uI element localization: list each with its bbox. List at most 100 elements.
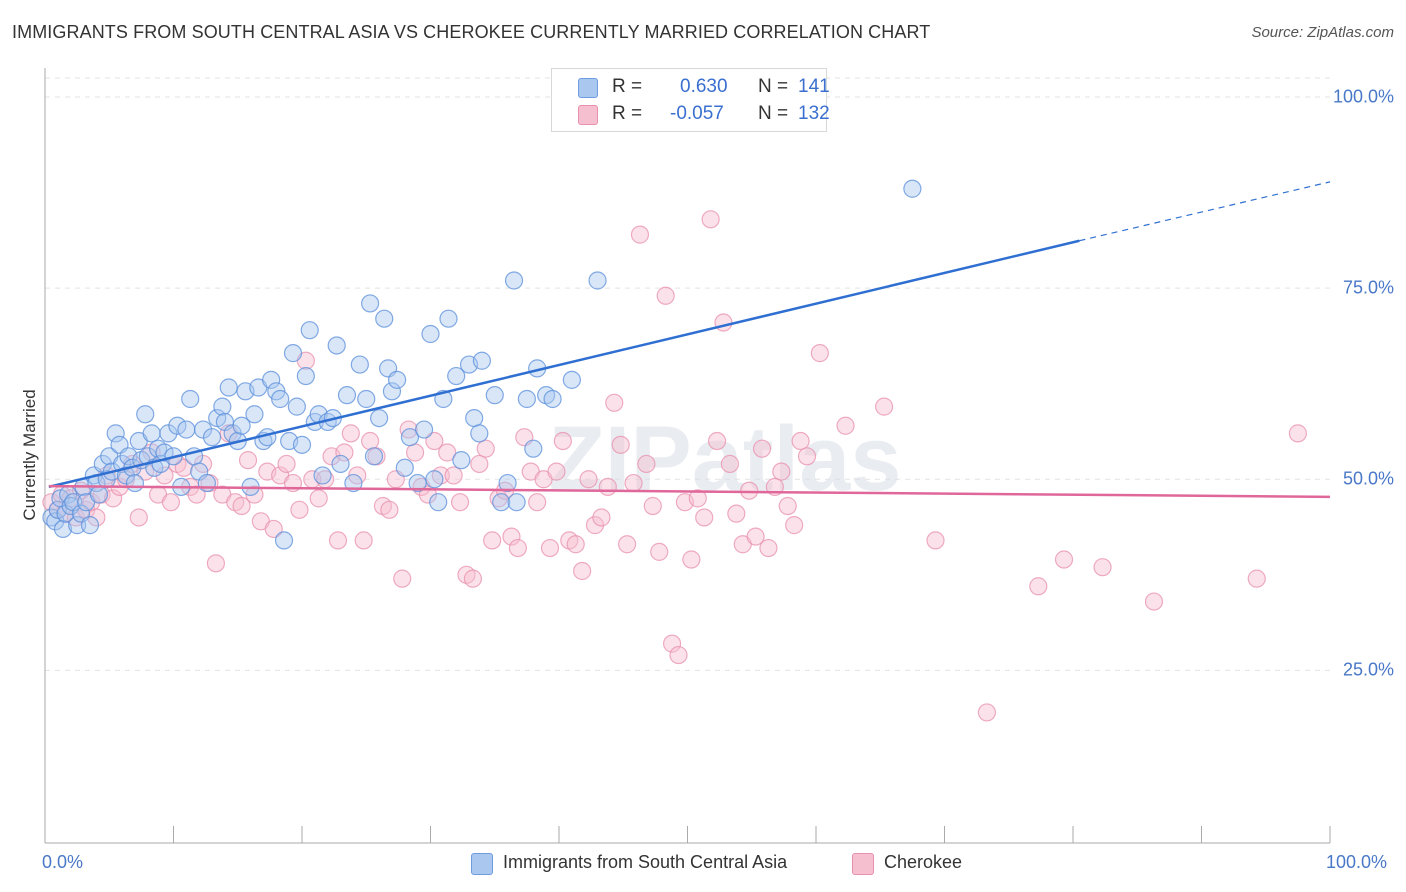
point-south-central-asia bbox=[292, 435, 312, 454]
point-south-central-asia bbox=[485, 386, 504, 405]
point-cherokee bbox=[450, 493, 470, 512]
point-cherokee bbox=[328, 531, 348, 550]
point-cherokee bbox=[341, 424, 360, 443]
point-cherokee bbox=[643, 496, 662, 516]
point-cherokee bbox=[772, 462, 791, 481]
point-south-central-asia bbox=[425, 470, 444, 489]
point-cherokee bbox=[528, 493, 547, 512]
point-south-central-asia bbox=[414, 420, 434, 439]
point-cherokee bbox=[566, 535, 585, 554]
point-south-central-asia bbox=[232, 416, 251, 435]
point-south-central-asia bbox=[53, 519, 73, 539]
point-south-central-asia bbox=[492, 493, 511, 512]
stats-r-label: R = bbox=[612, 103, 643, 124]
stats-n-label: N = bbox=[758, 103, 789, 124]
point-south-central-asia bbox=[296, 366, 315, 386]
axes bbox=[44, 68, 1331, 844]
point-south-central-asia bbox=[375, 309, 394, 328]
legend-swatch-blue bbox=[471, 853, 493, 875]
point-south-central-asia bbox=[447, 366, 466, 386]
x-tick-100: 100.0% bbox=[1326, 852, 1388, 872]
point-cherokee bbox=[605, 393, 624, 412]
trend-lines bbox=[48, 181, 1331, 499]
point-cherokee bbox=[630, 225, 650, 244]
point-south-central-asia bbox=[202, 428, 222, 447]
point-south-central-asia bbox=[370, 408, 389, 428]
point-cherokee bbox=[104, 489, 123, 508]
series-cherokee bbox=[42, 210, 1307, 722]
stats-n-value: 132 bbox=[798, 103, 830, 124]
point-cherokee bbox=[752, 439, 772, 458]
point-cherokee bbox=[399, 420, 418, 439]
point-cherokee bbox=[573, 561, 592, 581]
stats-box: R = 0.630 N = 141 R = -0.057 N = 132 bbox=[551, 68, 830, 132]
point-south-central-asia bbox=[331, 454, 350, 474]
point-cherokee bbox=[129, 508, 148, 527]
point-cherokee bbox=[361, 431, 380, 451]
y-tick-25: 25.0% bbox=[1342, 659, 1394, 680]
point-south-central-asia bbox=[283, 344, 303, 363]
point-cherokee bbox=[309, 489, 328, 508]
point-south-central-asia bbox=[168, 416, 187, 435]
point-cherokee bbox=[540, 538, 560, 558]
point-south-central-asia bbox=[387, 370, 407, 389]
y-tick-100: 100.0% bbox=[1332, 86, 1394, 107]
legend-label: Cherokee bbox=[884, 852, 963, 872]
point-south-central-asia bbox=[361, 294, 380, 313]
point-south-central-asia bbox=[287, 397, 306, 416]
point-cherokee bbox=[836, 416, 855, 435]
point-cherokee bbox=[759, 538, 778, 558]
point-cherokee bbox=[688, 489, 707, 508]
point-cherokee bbox=[669, 645, 688, 665]
stats-n-label: N = bbox=[758, 76, 789, 97]
point-cherokee bbox=[797, 447, 817, 466]
point-south-central-asia bbox=[395, 458, 414, 477]
point-south-central-asia bbox=[517, 389, 536, 409]
point-cherokee bbox=[405, 443, 425, 462]
point-cherokee bbox=[637, 454, 656, 474]
point-south-central-asia bbox=[181, 389, 200, 409]
point-cherokee bbox=[547, 462, 566, 481]
point-cherokee bbox=[579, 470, 598, 489]
point-cherokee bbox=[778, 496, 797, 516]
point-cherokee bbox=[598, 477, 617, 496]
point-cherokee bbox=[611, 435, 630, 454]
point-cherokee bbox=[444, 466, 463, 485]
stats-r-label: R = bbox=[612, 76, 643, 97]
point-south-central-asia bbox=[46, 512, 65, 531]
point-south-central-asia bbox=[337, 386, 357, 405]
point-cherokee bbox=[682, 550, 701, 569]
point-south-central-asia bbox=[350, 355, 369, 374]
point-south-central-asia bbox=[498, 473, 517, 493]
trend-line-cherokee bbox=[48, 484, 1331, 499]
point-cherokee bbox=[618, 535, 637, 554]
point-south-central-asia bbox=[213, 397, 232, 416]
point-south-central-asia bbox=[89, 485, 109, 504]
point-south-central-asia bbox=[125, 473, 145, 493]
point-cherokee bbox=[926, 531, 945, 550]
point-cherokee bbox=[1093, 558, 1112, 577]
y-tick-50: 50.0% bbox=[1342, 468, 1394, 489]
point-cherokee bbox=[1247, 569, 1266, 588]
point-cherokee bbox=[290, 500, 309, 519]
point-cherokee bbox=[592, 508, 611, 527]
chart-source: Source: ZipAtlas.com bbox=[1251, 24, 1394, 41]
point-south-central-asia bbox=[300, 321, 319, 340]
point-south-central-asia bbox=[274, 531, 294, 550]
point-cherokee bbox=[810, 344, 829, 363]
grid-lines bbox=[45, 77, 1330, 671]
point-cherokee bbox=[161, 493, 181, 512]
point-cherokee bbox=[476, 439, 495, 458]
point-cherokee bbox=[502, 527, 521, 546]
point-cherokee bbox=[438, 443, 457, 462]
trend-line-south-central-asia-extension bbox=[1079, 181, 1331, 242]
point-south-central-asia bbox=[364, 447, 384, 466]
point-south-central-asia bbox=[262, 370, 281, 389]
point-cherokee bbox=[977, 703, 997, 722]
point-cherokee bbox=[746, 527, 765, 546]
point-south-central-asia bbox=[155, 443, 174, 462]
x-tick-0: 0.0% bbox=[42, 852, 84, 872]
point-cherokee bbox=[695, 508, 714, 527]
stats-swatch-pink bbox=[578, 105, 598, 125]
stats-swatch-blue bbox=[578, 78, 598, 98]
